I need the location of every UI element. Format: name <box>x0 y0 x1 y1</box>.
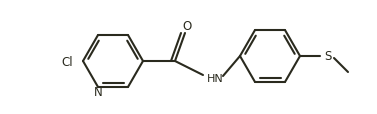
Text: N: N <box>93 86 103 99</box>
Text: O: O <box>182 19 192 32</box>
Text: S: S <box>324 50 332 63</box>
Text: Cl: Cl <box>61 55 73 68</box>
Text: HN: HN <box>207 73 224 83</box>
